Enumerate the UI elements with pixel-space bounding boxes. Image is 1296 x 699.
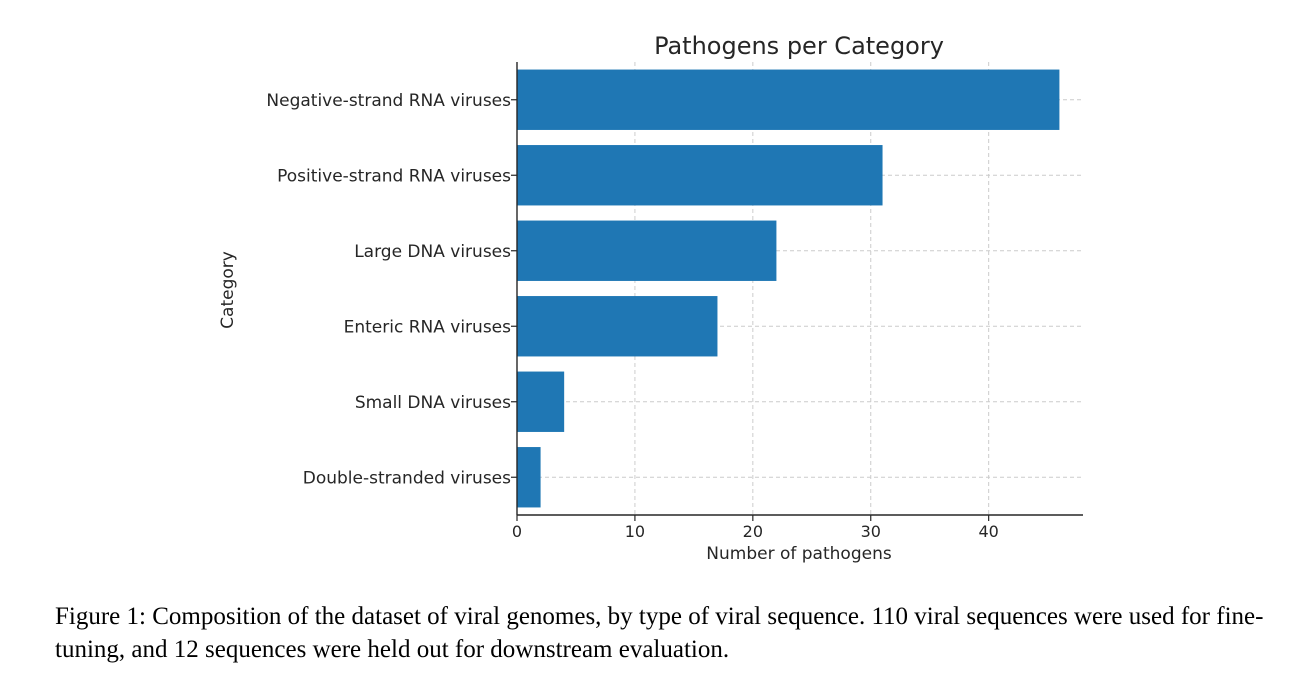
x-tick-label: 40	[978, 522, 998, 541]
y-tick-label: Positive-strand RNA viruses	[277, 166, 511, 186]
x-axis-label: Number of pathogens	[706, 544, 892, 564]
bar	[517, 371, 565, 432]
chart-canvas: 0 10 20 30 40 Negative-strand RNA viruses Posi…	[218, 32, 1083, 564]
y-tick-label: Small DNA viruses	[355, 393, 511, 413]
ticks: 0 10 20 30 40 Negative-strand RNA viruses Posi…	[266, 91, 998, 541]
figure-caption: Figure 1: Composition of the dataset of …	[55, 603, 1264, 663]
bar	[517, 296, 718, 357]
y-axis-label: Category	[218, 251, 238, 329]
x-tick-label: 0	[512, 522, 522, 541]
y-tick-label: Enteric RNA viruses	[344, 317, 512, 337]
bar	[517, 145, 883, 206]
bar	[517, 447, 541, 508]
y-tick-label: Large DNA viruses	[354, 242, 511, 262]
bar-chart: 0 10 20 30 40 Negative-strand RNA viruses Posi…	[218, 32, 1083, 564]
chart-title: Pathogens per Category	[654, 32, 944, 60]
y-tick-label: Double-stranded viruses	[303, 468, 511, 488]
x-tick-label: 10	[625, 522, 645, 541]
y-tick-label: Negative-strand RNA viruses	[266, 91, 511, 111]
x-tick-label: 30	[861, 522, 881, 541]
bar	[517, 220, 777, 281]
bars	[517, 69, 1060, 508]
x-tick-label: 20	[743, 522, 763, 541]
bar	[517, 69, 1060, 130]
